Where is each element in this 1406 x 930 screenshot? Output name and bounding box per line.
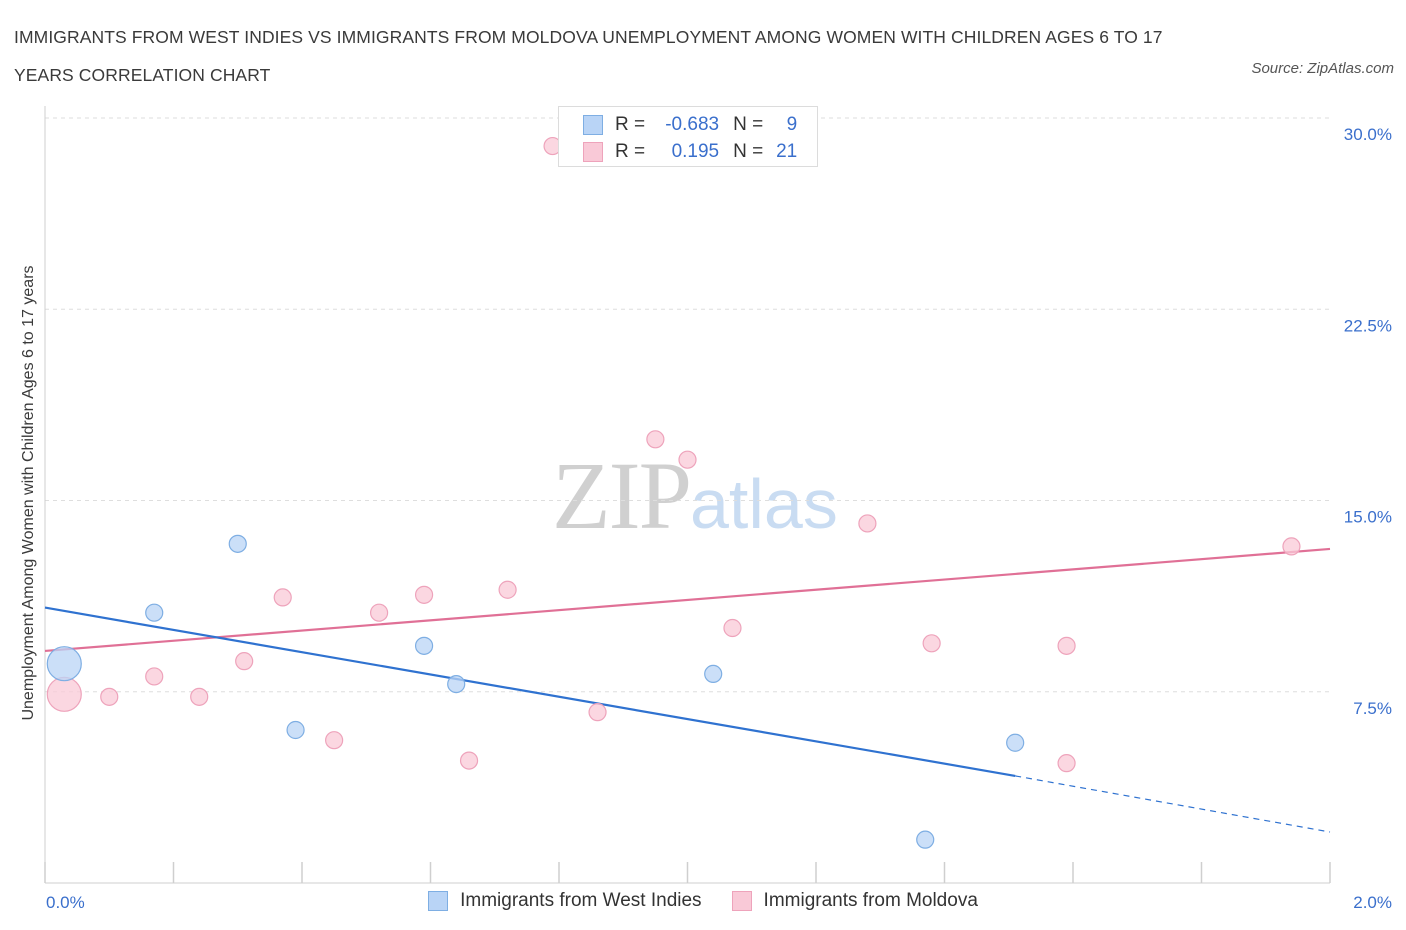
r-label: R = <box>615 114 646 135</box>
moldova-point <box>459 751 479 770</box>
r-value-west-indies: -0.683 <box>665 114 720 135</box>
n-value-west-indies: 9 <box>786 114 798 135</box>
watermark: ZIPatlas <box>552 440 838 551</box>
legend-item-moldova: Immigrants from Moldova <box>731 890 978 912</box>
moldova-point <box>1057 754 1076 773</box>
moldova-legend-swatch <box>731 891 752 911</box>
y-tick-label: 7.5% <box>1353 699 1392 718</box>
legend-item-west-indies: Immigrants from West Indies <box>428 890 702 912</box>
correlation-legend: R = -0.683 N = 9 R = 0.195 N = 21 <box>558 106 818 167</box>
trend-lines <box>44 547 1331 833</box>
tick-labels: 7.5% 15.0% 22.5% 30.0% 0.0% 2.0% <box>46 125 1392 912</box>
watermark-zip: ZIP <box>552 442 692 549</box>
legend-row-moldova: R = 0.195 N = 21 <box>583 140 797 164</box>
moldova-point <box>922 634 941 653</box>
x-tick-label: 0.0% <box>46 893 85 912</box>
moldova-point <box>190 687 209 706</box>
west-indies-point <box>145 603 164 622</box>
moldova-point <box>723 618 742 638</box>
legend-row-west-indies: R = -0.683 N = 9 <box>583 113 797 137</box>
moldova-point <box>646 430 665 449</box>
west-indies-point <box>286 720 305 740</box>
watermark-atlas: atlas <box>690 465 838 543</box>
moldova-point <box>325 731 344 750</box>
moldova-point <box>145 667 164 686</box>
west-indies-point <box>1006 733 1025 752</box>
y-tick-label: 22.5% <box>1344 316 1392 335</box>
legend-label-moldova: Immigrants from Moldova <box>763 890 978 911</box>
moldova-point <box>1282 537 1301 556</box>
moldova-point <box>235 652 254 671</box>
trend-line-west-indies-extrapolated <box>1015 775 1331 833</box>
west-indies-point <box>447 674 466 694</box>
west-indies-point <box>228 534 247 553</box>
moldova-point <box>273 588 292 607</box>
trend-line-moldova <box>44 547 1331 653</box>
x-tick-label: 2.0% <box>1353 893 1392 912</box>
legend-label-west-indies: Immigrants from West Indies <box>460 890 702 911</box>
y-tick-label: 15.0% <box>1344 508 1392 527</box>
moldova-point <box>370 603 389 622</box>
moldova-point <box>498 580 517 599</box>
moldova-point <box>678 450 697 469</box>
west-indies-point <box>414 636 434 655</box>
moldova-point <box>414 585 434 604</box>
west-indies-point <box>46 646 82 682</box>
west-indies-point <box>704 664 723 684</box>
grid <box>45 117 1330 693</box>
moldova-point <box>1057 636 1076 655</box>
moldova-point <box>100 687 119 706</box>
axes <box>44 106 1331 884</box>
n-label: N = <box>733 141 764 162</box>
r-value-moldova: 0.195 <box>671 141 720 162</box>
r-label: R = <box>615 141 646 162</box>
chart-title: IMMIGRANTS FROM WEST INDIES VS IMMIGRANT… <box>14 27 1163 85</box>
west-indies-legend-swatch <box>428 891 449 911</box>
series-legend: Immigrants from West Indies Immigrants f… <box>0 890 1406 912</box>
data-points <box>46 136 1301 849</box>
west-indies-swatch <box>583 115 603 135</box>
trend-line-west-indies <box>44 606 1016 777</box>
y-tick-label: 30.0% <box>1344 125 1392 144</box>
moldova-swatch <box>583 142 603 162</box>
west-indies-point <box>916 830 935 849</box>
moldova-point <box>588 703 607 722</box>
moldova-point <box>858 514 877 533</box>
n-label: N = <box>733 114 764 135</box>
moldova-point <box>46 676 82 712</box>
source-label: Source: ZipAtlas.com <box>1251 60 1394 77</box>
n-value-moldova: 21 <box>776 141 798 162</box>
y-axis-label: Unemployment Among Women with Children A… <box>20 265 37 721</box>
